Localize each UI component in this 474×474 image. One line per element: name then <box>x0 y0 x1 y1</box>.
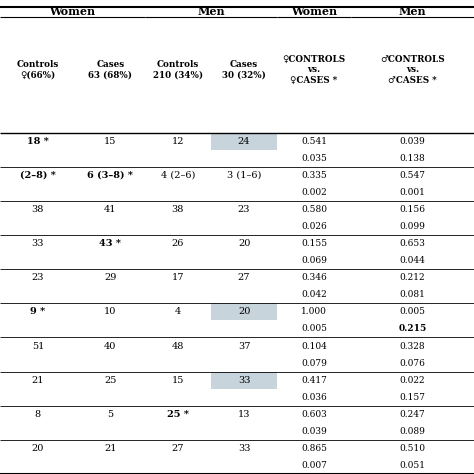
Text: ♂CONTROLS
vs.
♂CASES *: ♂CONTROLS vs. ♂CASES * <box>380 55 445 85</box>
Text: 0.042: 0.042 <box>301 291 327 299</box>
Text: 25: 25 <box>104 376 117 384</box>
Text: 37: 37 <box>238 342 250 350</box>
Text: 1.000: 1.000 <box>301 308 327 316</box>
Text: 0.155: 0.155 <box>301 239 327 248</box>
Text: 0.089: 0.089 <box>400 427 425 436</box>
Bar <box>211 303 277 320</box>
Text: 18 *: 18 * <box>27 137 49 146</box>
Text: 0.007: 0.007 <box>301 461 327 470</box>
Text: 13: 13 <box>238 410 250 419</box>
Text: 0.044: 0.044 <box>400 256 425 265</box>
Text: 0.039: 0.039 <box>301 427 327 436</box>
Text: 23: 23 <box>238 205 250 214</box>
Text: 0.039: 0.039 <box>400 137 425 146</box>
Text: 9 *: 9 * <box>30 308 46 316</box>
Text: 48: 48 <box>172 342 184 350</box>
Text: 0.510: 0.510 <box>400 444 425 453</box>
Text: 43 *: 43 * <box>99 239 121 248</box>
Text: 15: 15 <box>172 376 184 384</box>
Text: 51: 51 <box>32 342 44 350</box>
Text: 29: 29 <box>104 273 117 282</box>
Text: Men: Men <box>399 6 426 18</box>
Text: 0.346: 0.346 <box>301 273 327 282</box>
Text: 0.099: 0.099 <box>400 222 425 231</box>
Text: 0.212: 0.212 <box>400 273 425 282</box>
Text: 38: 38 <box>32 205 44 214</box>
Text: 0.022: 0.022 <box>400 376 425 384</box>
Text: 0.603: 0.603 <box>301 410 327 419</box>
Text: 38: 38 <box>172 205 184 214</box>
Text: 8: 8 <box>35 410 41 419</box>
Text: 4 (2–6): 4 (2–6) <box>161 171 195 180</box>
Text: 10: 10 <box>104 308 117 316</box>
Text: Controls
210 (34%): Controls 210 (34%) <box>153 60 203 80</box>
Text: 0.541: 0.541 <box>301 137 327 146</box>
Text: 20: 20 <box>238 308 250 316</box>
Text: (2–8) *: (2–8) * <box>20 171 56 180</box>
Text: 0.079: 0.079 <box>301 359 327 367</box>
Bar <box>211 133 277 150</box>
Text: 0.005: 0.005 <box>301 325 327 333</box>
Text: 0.069: 0.069 <box>301 256 327 265</box>
Text: 0.215: 0.215 <box>398 325 427 333</box>
Text: 15: 15 <box>104 137 117 146</box>
Text: 3 (1–6): 3 (1–6) <box>227 171 261 180</box>
Text: 0.156: 0.156 <box>400 205 425 214</box>
Text: Controls
♀(66%): Controls ♀(66%) <box>17 60 59 80</box>
Text: 0.001: 0.001 <box>400 188 425 197</box>
Text: 0.026: 0.026 <box>301 222 327 231</box>
Text: 26: 26 <box>172 239 184 248</box>
Text: 40: 40 <box>104 342 117 350</box>
Text: 0.653: 0.653 <box>400 239 425 248</box>
Text: 17: 17 <box>172 273 184 282</box>
Text: Cases
63 (68%): Cases 63 (68%) <box>88 60 132 80</box>
Text: 0.157: 0.157 <box>400 393 425 401</box>
Text: 27: 27 <box>172 444 184 453</box>
Text: Cases
30 (32%): Cases 30 (32%) <box>222 60 266 80</box>
Text: 21: 21 <box>104 444 117 453</box>
Text: 0.138: 0.138 <box>400 154 425 163</box>
Text: 21: 21 <box>32 376 44 384</box>
Text: 25 *: 25 * <box>167 410 189 419</box>
Text: 0.104: 0.104 <box>301 342 327 350</box>
Text: 0.036: 0.036 <box>301 393 327 401</box>
Text: 0.002: 0.002 <box>301 188 327 197</box>
Text: 41: 41 <box>104 205 117 214</box>
Text: 0.247: 0.247 <box>400 410 425 419</box>
Text: 0.081: 0.081 <box>400 291 425 299</box>
Text: 0.035: 0.035 <box>301 154 327 163</box>
Text: 6 (3–8) *: 6 (3–8) * <box>87 171 133 180</box>
Text: 0.005: 0.005 <box>400 308 425 316</box>
Text: Men: Men <box>197 6 225 18</box>
Text: 33: 33 <box>238 376 250 384</box>
Bar <box>211 372 277 389</box>
Text: 0.417: 0.417 <box>301 376 327 384</box>
Text: 20: 20 <box>238 239 250 248</box>
Text: 0.328: 0.328 <box>400 342 425 350</box>
Text: 0.076: 0.076 <box>400 359 425 367</box>
Text: 5: 5 <box>107 410 113 419</box>
Text: 0.865: 0.865 <box>301 444 327 453</box>
Text: 20: 20 <box>32 444 44 453</box>
Text: 33: 33 <box>32 239 44 248</box>
Text: 4: 4 <box>174 308 181 316</box>
Text: 0.335: 0.335 <box>301 171 327 180</box>
Text: ♀CONTROLS
vs.
♀CASES *: ♀CONTROLS vs. ♀CASES * <box>283 55 346 85</box>
Text: 23: 23 <box>32 273 44 282</box>
Text: Women: Women <box>49 6 95 18</box>
Text: 0.580: 0.580 <box>301 205 327 214</box>
Text: 12: 12 <box>172 137 184 146</box>
Text: 0.547: 0.547 <box>400 171 425 180</box>
Text: 33: 33 <box>238 444 250 453</box>
Text: Women: Women <box>291 6 337 18</box>
Text: 27: 27 <box>238 273 250 282</box>
Text: 24: 24 <box>238 137 250 146</box>
Text: 0.051: 0.051 <box>400 461 425 470</box>
